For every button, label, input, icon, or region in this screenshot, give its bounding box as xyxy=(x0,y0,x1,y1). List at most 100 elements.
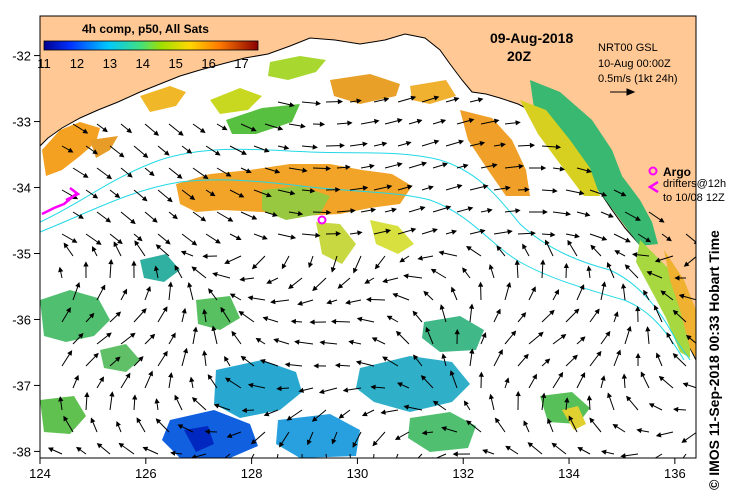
velocity-arrow-head xyxy=(130,218,136,225)
velocity-arrow-head xyxy=(510,330,517,337)
velocity-arrow-head xyxy=(432,400,439,406)
velocity-arrow-head xyxy=(568,415,574,422)
velocity-arrow-head xyxy=(331,438,337,445)
velocity-arrow-head xyxy=(386,184,393,190)
velocity-arrow-head xyxy=(235,235,242,240)
velocity-arrow-head xyxy=(522,243,527,250)
x-tick-label: 128 xyxy=(241,466,263,481)
velocity-arrow-head xyxy=(477,97,484,103)
velocity-arrow-head xyxy=(364,278,371,284)
velocity-arrow-head xyxy=(544,358,551,364)
velocity-arrow-head xyxy=(565,211,572,217)
velocity-arrow-head xyxy=(225,171,232,177)
velocity-arrow-head xyxy=(118,152,125,158)
velocity-arrow-head xyxy=(481,332,487,338)
velocity-arrow-head xyxy=(600,375,606,381)
velocity-arrow-head xyxy=(182,347,189,354)
velocity-arrow-head xyxy=(262,316,269,322)
velocity-arrow-head xyxy=(549,309,555,316)
velocity-arrow-head xyxy=(207,374,213,380)
velocity-arrow-head xyxy=(620,283,627,289)
velocity-arrow xyxy=(276,453,279,458)
velocity-arrow-head xyxy=(337,283,344,289)
velocity-arrow-head xyxy=(441,353,447,359)
velocity-arrow-head xyxy=(413,354,419,361)
velocity-arrow-head xyxy=(247,295,254,301)
velocity-arrow-head xyxy=(527,442,534,448)
velocity-arrow-head xyxy=(200,216,207,222)
velocity-arrow-head xyxy=(613,311,619,318)
velocity-arrow-head xyxy=(373,118,380,125)
velocity-arrow-head xyxy=(170,450,176,456)
velocity-arrow-head xyxy=(88,312,95,319)
velocity-arrow-head xyxy=(578,190,585,196)
velocity-arrow-head xyxy=(636,428,642,434)
velocity-arrow-head xyxy=(145,286,151,292)
velocity-arrow-head xyxy=(96,443,103,449)
y-tick-label: -34 xyxy=(12,181,31,196)
velocity-arrow-head xyxy=(330,318,337,325)
velocity-arrow-head xyxy=(290,318,297,325)
velocity-arrow-head xyxy=(493,118,500,124)
velocity-arrow-head xyxy=(467,206,474,212)
velocity-arrow-head xyxy=(469,348,475,354)
velocity-arrow-head xyxy=(315,100,322,106)
velocity-arrow-head xyxy=(109,391,115,397)
x-tick-label: 136 xyxy=(664,466,686,481)
velocity-arrow-head xyxy=(353,267,358,274)
velocity-arrow-head xyxy=(300,123,306,129)
velocity-arrow-head xyxy=(441,426,447,432)
velocity-arrow-head xyxy=(551,442,558,448)
velocity-arrow-head xyxy=(563,262,569,269)
velocity-arrow-head xyxy=(666,332,672,338)
velocity-arrow-head xyxy=(241,150,247,155)
velocity-arrow-head xyxy=(433,95,440,101)
velocity-arrow-head xyxy=(306,439,312,446)
velocity-arrow-head xyxy=(439,304,445,310)
colorbar-tick-label: 17 xyxy=(234,56,248,71)
velocity-arrow-head xyxy=(177,424,184,430)
velocity-arrow-head xyxy=(251,214,258,220)
bathymetry-contours xyxy=(40,148,691,361)
velocity-arrow-head xyxy=(348,339,354,345)
velocity-arrow-head xyxy=(466,420,472,426)
velocity-arrow-head xyxy=(550,231,556,238)
velocity-arrow-head xyxy=(95,239,102,245)
y-tick-label: -33 xyxy=(12,115,31,130)
x-tick-label: 130 xyxy=(347,466,369,481)
velocity-arrow-head xyxy=(283,144,290,151)
velocity-arrow-head xyxy=(167,196,173,203)
velocity-arrow-head xyxy=(496,245,502,252)
velocity-arrow-head xyxy=(58,266,64,273)
velocity-arrow-head xyxy=(479,228,486,235)
velocity-arrow-head xyxy=(606,262,612,268)
velocity-arrow-head xyxy=(352,442,358,448)
velocity-arrow-head xyxy=(366,296,372,303)
velocity-arrow-head xyxy=(416,118,423,124)
velocity-arrow-head xyxy=(191,454,197,458)
y-axis: -32 -33 -34 -35 -36 -37 -38 xyxy=(12,49,40,459)
velocity-arrow-head xyxy=(187,281,193,288)
velocity-arrow-head xyxy=(532,373,537,380)
velocity-arrow-head xyxy=(84,391,90,398)
velocity-arrow-head xyxy=(122,288,128,295)
velocity-arrow-head xyxy=(625,237,631,243)
velocity-arrow-head xyxy=(605,330,611,337)
velocity-arrow xyxy=(325,453,328,458)
velocity-arrow-head xyxy=(396,162,403,168)
velocity-arrow-head xyxy=(326,209,332,216)
velocity-arrow-head xyxy=(626,325,632,332)
velocity-arrow-head xyxy=(635,352,641,359)
velocity-arrow-head xyxy=(672,309,679,316)
velocity-arrow-head xyxy=(371,337,378,343)
velocity-arrow-head xyxy=(241,407,247,414)
velocity-arrow-head xyxy=(574,233,580,239)
velocity-arrow-head xyxy=(567,239,573,246)
colorbar: 4h comp, p50, All Sats 11 12 13 14 15 16 17 xyxy=(37,22,259,71)
velocity-arrow-head xyxy=(547,418,552,424)
velocity-arrow-head xyxy=(92,193,99,199)
velocity-arrow-head xyxy=(118,442,125,449)
velocity-arrow-head xyxy=(673,406,679,413)
velocity-arrow-head xyxy=(540,392,547,399)
velocity-arrow-head xyxy=(75,282,81,288)
